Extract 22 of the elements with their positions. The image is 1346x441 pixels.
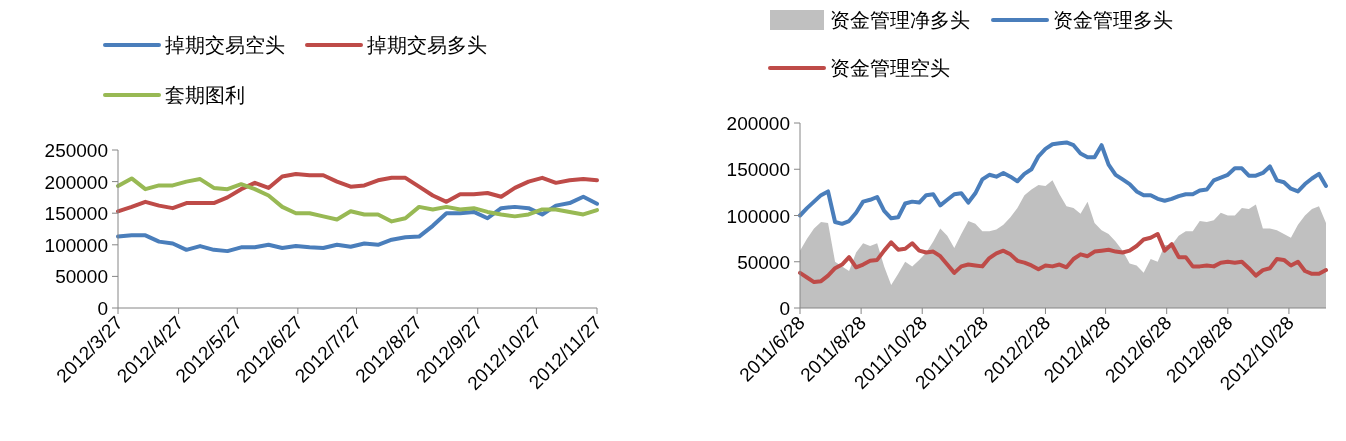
line-series [116, 172, 599, 214]
legend-label: 掉期交易空头 [165, 34, 285, 56]
legend-label: 资金管理多头 [1053, 9, 1173, 31]
legend-label: 掉期交易多头 [367, 34, 487, 56]
y-tick-label: 0 [97, 298, 108, 319]
y-tick-label: 200000 [726, 113, 790, 134]
legend-label: 资金管理空头 [830, 57, 950, 79]
legend-label: 套期图利 [165, 84, 245, 106]
y-tick-label: 200000 [44, 171, 108, 193]
y-tick-label: 50000 [55, 266, 108, 288]
y-tick-label: 100000 [726, 205, 790, 227]
y-tick-label: 150000 [44, 203, 108, 225]
y-tick-label: 50000 [737, 251, 790, 273]
y-tick-label: 0 [779, 298, 790, 319]
legend-label: 资金管理净多头 [830, 9, 970, 31]
line-series [798, 140, 1328, 226]
line-series [798, 232, 1328, 285]
y-tick-label: 100000 [44, 234, 108, 256]
line-series [116, 176, 599, 224]
line-series [116, 194, 599, 254]
y-tick-label: 250000 [44, 140, 108, 161]
y-tick-label: 150000 [726, 159, 790, 181]
